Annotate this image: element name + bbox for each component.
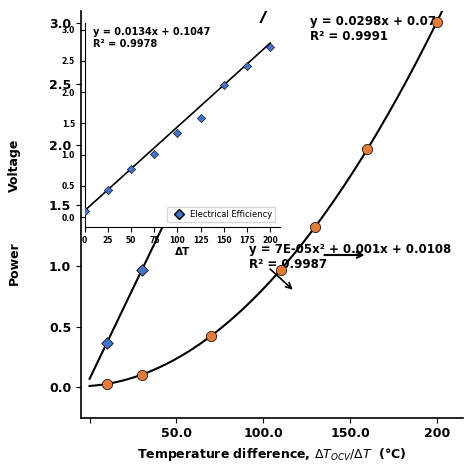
Point [103,339,111,346]
Point [138,266,146,274]
Text: y = 0.0298x + 0.07
R² = 0.9991: y = 0.0298x + 0.07 R² = 0.9991 [310,15,436,43]
Point [364,146,371,153]
Point [207,122,215,129]
Point [277,266,284,273]
Text: y = 7E-05x² + 0.001x + 0.0108
R² = 0.9987: y = 7E-05x² + 0.001x + 0.0108 R² = 0.998… [249,243,451,271]
Text: Power: Power [9,241,21,285]
Text: Voltage: Voltage [9,139,21,192]
Point [433,18,441,26]
Point [207,332,215,340]
Point [138,371,146,378]
X-axis label: Temperature difference, $\Delta T_{OCV}/\Delta T$  (°C): Temperature difference, $\Delta T_{OCV}/… [137,446,407,463]
Point [311,223,319,230]
Point [103,380,111,388]
